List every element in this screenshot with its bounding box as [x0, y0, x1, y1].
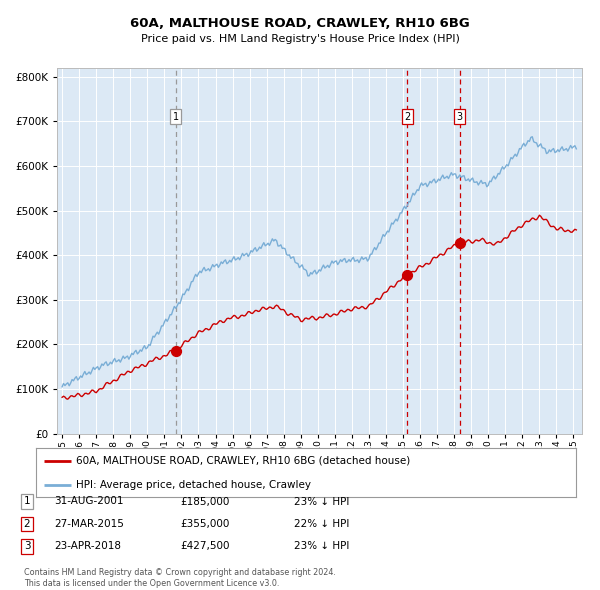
Text: £185,000: £185,000 — [180, 497, 229, 506]
Point — [403, 271, 412, 280]
Text: 2: 2 — [23, 519, 31, 529]
Text: 1: 1 — [173, 112, 179, 122]
Text: £427,500: £427,500 — [180, 542, 229, 551]
Text: 23-APR-2018: 23-APR-2018 — [54, 542, 121, 551]
Text: 3: 3 — [457, 112, 463, 122]
Text: 22% ↓ HPI: 22% ↓ HPI — [294, 519, 349, 529]
Text: HPI: Average price, detached house, Crawley: HPI: Average price, detached house, Craw… — [77, 480, 311, 490]
Text: 60A, MALTHOUSE ROAD, CRAWLEY, RH10 6BG: 60A, MALTHOUSE ROAD, CRAWLEY, RH10 6BG — [130, 17, 470, 30]
Text: This data is licensed under the Open Government Licence v3.0.: This data is licensed under the Open Gov… — [24, 579, 280, 588]
Point — [171, 346, 181, 356]
Text: 27-MAR-2015: 27-MAR-2015 — [54, 519, 124, 529]
Text: Price paid vs. HM Land Registry's House Price Index (HPI): Price paid vs. HM Land Registry's House … — [140, 34, 460, 44]
Text: £355,000: £355,000 — [180, 519, 229, 529]
Text: Contains HM Land Registry data © Crown copyright and database right 2024.: Contains HM Land Registry data © Crown c… — [24, 568, 336, 577]
Text: 23% ↓ HPI: 23% ↓ HPI — [294, 542, 349, 551]
Text: 3: 3 — [23, 542, 31, 551]
Point — [455, 238, 464, 248]
Text: 60A, MALTHOUSE ROAD, CRAWLEY, RH10 6BG (detached house): 60A, MALTHOUSE ROAD, CRAWLEY, RH10 6BG (… — [77, 456, 411, 466]
Text: 31-AUG-2001: 31-AUG-2001 — [54, 497, 124, 506]
Text: 2: 2 — [404, 112, 410, 122]
Text: 1: 1 — [23, 497, 31, 506]
Text: 23% ↓ HPI: 23% ↓ HPI — [294, 497, 349, 506]
